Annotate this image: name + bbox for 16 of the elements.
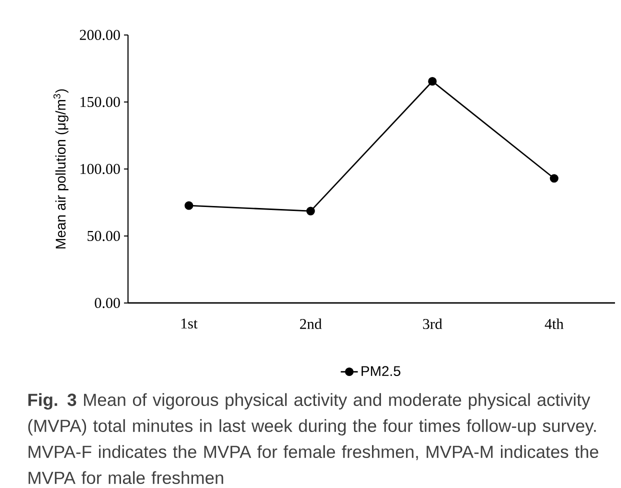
y-axis-title: Mean air pollution (μg/m$^{3}$) xyxy=(53,89,68,248)
y-tick-label: 150.00 xyxy=(80,96,120,108)
x-tick-label: 2nd xyxy=(300,318,322,330)
point xyxy=(306,206,315,216)
text: Fig. 3 Mean of vigorous physical activity and moderate physical activity (MVPA) total minutes in last week during the four times follow-up survey. MVPA-F indicates the MVPA for female freshmen, MVPA-M indicates the MVPA for male freshmen xyxy=(28,393,598,484)
legend-label: PM2.5 xyxy=(362,366,400,376)
x-tick-label: 3rd xyxy=(423,318,442,330)
y-tick-label: 100.00 xyxy=(80,164,120,174)
x-tick-label: 4th xyxy=(544,318,564,330)
y-tick-label: 200.00 xyxy=(80,30,120,40)
point xyxy=(428,77,437,86)
y-tick-label: 50.00 xyxy=(88,230,120,242)
point xyxy=(550,174,558,183)
x-tick-label: 1st xyxy=(181,318,198,329)
point xyxy=(184,201,194,210)
y-tick-label: 0.00 xyxy=(94,298,120,308)
